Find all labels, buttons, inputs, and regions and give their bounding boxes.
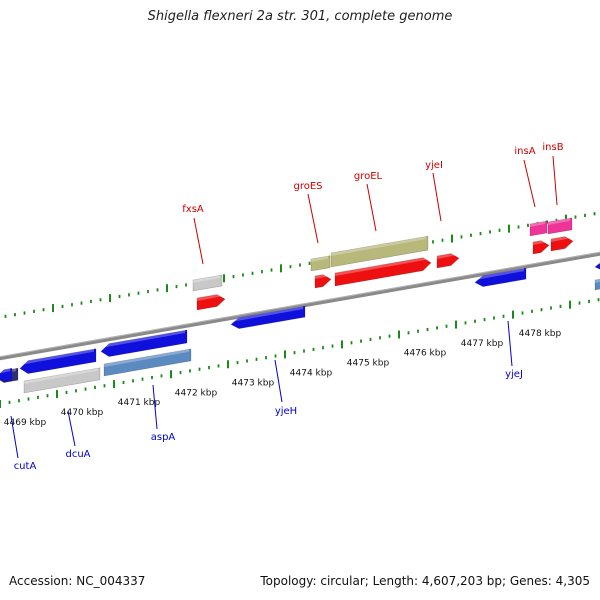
leader-line-yjeI — [432, 172, 442, 222]
gene-feature-groEL[interactable] — [334, 256, 432, 287]
leader-line-groEL — [366, 183, 377, 232]
feature-track — [0, 217, 600, 394]
leader-line-cutA — [10, 415, 19, 459]
gene-label-yjeJ[interactable]: yjeJ — [505, 369, 523, 380]
tick-label: 4470 kbp — [61, 408, 104, 418]
tick-label: 4473 kbp — [232, 378, 275, 388]
leader-line-aspA — [152, 384, 158, 430]
tick-label: 4476 kbp — [404, 349, 447, 359]
genome-summary: Topology: circular; Length: 4,607,203 bp… — [260, 574, 590, 588]
gene-label-insA[interactable]: insA — [514, 146, 535, 157]
leader-line-insA — [523, 159, 536, 208]
gene-label-aspA[interactable]: aspA — [151, 432, 176, 443]
gene-feature-aspA-copy[interactable] — [103, 348, 192, 377]
tick-label: 4472 kbp — [175, 388, 218, 398]
gene-feature-cutA-upper[interactable] — [0, 367, 13, 382]
gene-feature-edge-steel[interactable] — [594, 278, 600, 291]
gene-label-groES[interactable]: groES — [293, 181, 322, 192]
gene-feature-groEL-upper[interactable] — [330, 235, 429, 268]
gene-feature-aspA[interactable] — [100, 329, 188, 357]
tick-label: 4469 kbp — [4, 418, 47, 428]
gene-feature-insB-upper[interactable] — [547, 217, 573, 235]
gene-feature-yjeI[interactable] — [436, 252, 460, 269]
leader-line-yjeH — [274, 359, 283, 403]
gene-feature-groES-upper[interactable] — [310, 255, 331, 272]
gene-feature-edge-blue[interactable] — [594, 260, 600, 271]
tick-label: 4477 kbp — [461, 339, 504, 349]
tick-label: 4478 kbp — [519, 329, 562, 339]
leader-line-dcuA — [67, 410, 76, 447]
gene-label-yjeH[interactable]: yjeH — [275, 406, 297, 417]
gene-feature-insA-upper[interactable] — [529, 220, 548, 237]
leader-line-yjeJ — [507, 320, 513, 367]
gene-feature-dcuA-copy[interactable] — [23, 367, 101, 394]
tick-labels: 4469 kbp 4470 kbp 4471 kbp 4472 kbp 4473 kbp… — [4, 329, 562, 428]
genome-title: Shigella flexneri 2a str. 301, complete … — [147, 9, 453, 24]
leader-line-insB — [552, 155, 558, 206]
genome-backbone — [0, 251, 600, 361]
tick-label: 4474 kbp — [290, 369, 333, 379]
gene-label-fxsA[interactable]: fxsA — [182, 204, 204, 215]
leader-line-groES — [307, 193, 319, 244]
accession-label: Accession: NC_004337 — [9, 574, 146, 588]
gene-feature-yjeH[interactable] — [230, 305, 306, 329]
gene-label-yjeI[interactable]: yjeI — [425, 160, 443, 171]
genome-backbone-highlight — [0, 251, 600, 358]
gene-label-cutA[interactable]: cutA — [14, 461, 37, 472]
leader-line-fxsA — [193, 217, 204, 265]
gene-feature-insA[interactable] — [532, 239, 550, 255]
gene-labels: cutA dcuA aspA yjeH yjeJ fxsA groES groEL yjeI in… — [10, 142, 564, 472]
gene-feature-yjeJ[interactable] — [474, 267, 527, 287]
gene-feature-fxsA[interactable] — [196, 293, 226, 311]
gene-feature-insB[interactable] — [550, 235, 574, 252]
gene-label-dcuA[interactable]: dcuA — [65, 449, 90, 460]
gene-label-groEL[interactable]: groEL — [354, 171, 383, 182]
gene-feature-fxsA-upper[interactable] — [192, 274, 223, 292]
tick-label: 4475 kbp — [347, 359, 390, 369]
gene-label-insB[interactable]: insB — [542, 142, 563, 153]
tick-label: 4471 kbp — [118, 398, 161, 408]
gene-feature-dcuA[interactable] — [19, 348, 97, 374]
tick-track-lower — [0, 298, 600, 408]
gene-feature-groES[interactable] — [314, 273, 332, 289]
